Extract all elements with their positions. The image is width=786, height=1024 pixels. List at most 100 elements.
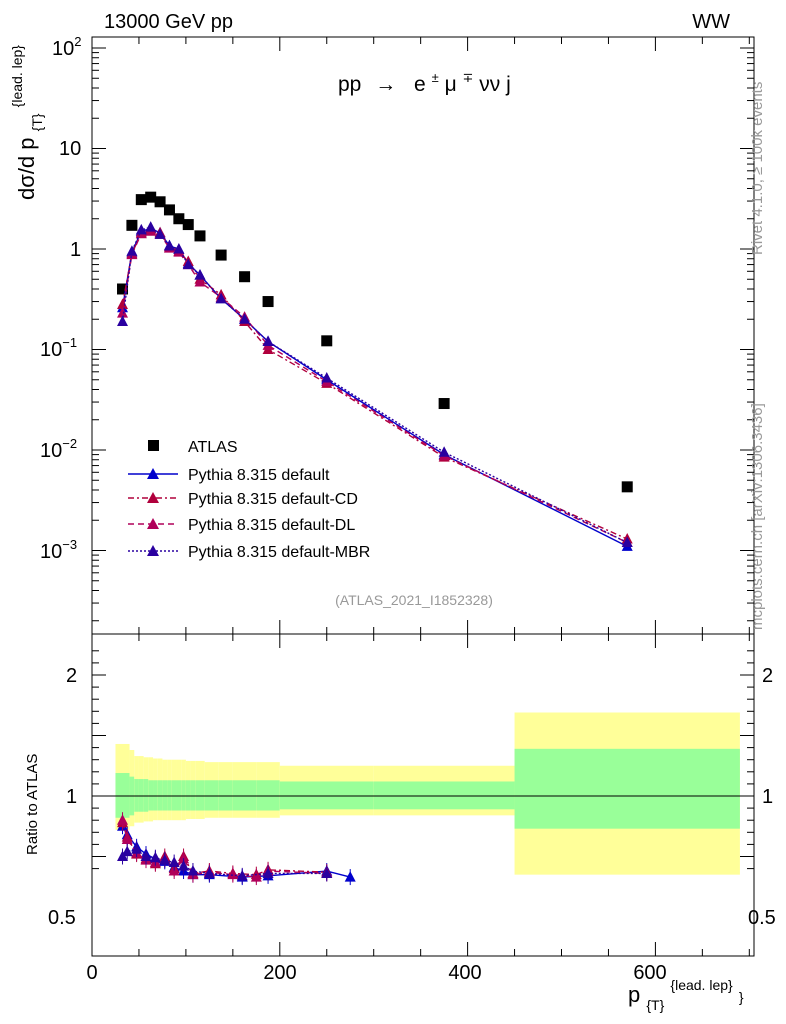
- analysis-label: (ATLAS_2021_I1852328): [335, 592, 493, 608]
- band-inner-18: [232, 780, 257, 811]
- ratio-marker-2-7: [178, 852, 190, 864]
- tick-label-1em3: 10−3: [40, 537, 77, 563]
- atlas-point-13: [438, 398, 450, 410]
- ratio-tick-05-right: 0.5: [748, 907, 776, 929]
- main-y-sub: {T}: [29, 113, 45, 131]
- atlas-point-3: [145, 191, 157, 203]
- legend-mbr-marker: [147, 545, 159, 556]
- legend-default-label: Pythia 8.315 default: [188, 467, 330, 484]
- tick-label-1: 1: [70, 239, 81, 261]
- atlas-point-8: [194, 230, 206, 242]
- ratio-marker-3-3: [140, 850, 152, 861]
- band-inner-15: [195, 780, 205, 811]
- ratio-tick-1-left: 1: [66, 786, 77, 808]
- main-marker-4-0: [117, 315, 129, 326]
- x-axis-title: p {T} {lead. lep} }: [628, 970, 744, 1015]
- main-y-tick-labels: 102 10 1 10−1 10−2 10−3: [40, 34, 81, 563]
- title-mp: ∓: [463, 70, 474, 85]
- title-arrow: →: [375, 73, 396, 96]
- main-marker-4-14: [621, 536, 633, 548]
- x-tick-600: 600: [633, 962, 666, 984]
- x-title-base: p: [628, 982, 640, 1007]
- main-marker-4-7: [182, 258, 194, 270]
- ratio-clipped: [117, 812, 356, 886]
- main-y-base: dσ/d p: [14, 137, 39, 200]
- main-marker-4-12: [321, 372, 333, 383]
- ratio-marker-2-11: [250, 871, 262, 882]
- ratio-tick-1-right: 1: [762, 786, 773, 808]
- legend-dl-label: Pythia 8.315 default-DL: [188, 517, 355, 534]
- legend-atlas-label: ATLAS: [188, 439, 238, 456]
- ratio-marker-3-12: [321, 867, 333, 878]
- main-marker-4-3: [145, 221, 157, 232]
- legend: ATLAS Pythia 8.315 default Pythia 8.315 …: [128, 439, 370, 561]
- band-inner-19: [256, 780, 280, 811]
- band-inner-0: [115, 773, 130, 818]
- legend-mbr-label: Pythia 8.315 default-MBR: [188, 544, 370, 561]
- axis-ticks: [91, 37, 754, 956]
- title-pm: ±: [432, 70, 439, 85]
- main-marker-4-4: [154, 228, 166, 239]
- band-inner-5: [148, 780, 154, 811]
- x-tick-labels: 0 200 400 600: [86, 962, 666, 984]
- band-inner-13: [185, 780, 191, 811]
- band-inner-21: [373, 781, 515, 810]
- ratio-marker-3-1: [121, 845, 133, 857]
- atlas-point-14: [621, 481, 633, 493]
- ratio-marker-3-8: [187, 865, 199, 876]
- ratio-series-layer: [117, 812, 356, 886]
- band-inner-20: [279, 781, 374, 810]
- atlas-point-0: [117, 283, 129, 295]
- band-inner-16: [204, 780, 219, 811]
- main-marker-3-8: [194, 275, 206, 287]
- atlas-point-11: [262, 296, 274, 308]
- ratio-plot-frame: [91, 633, 755, 957]
- x-title-close: }: [739, 989, 744, 1005]
- atlas-point-4: [154, 196, 166, 208]
- title-mu: μ: [445, 73, 457, 96]
- ratio-uncertainty-bands: [115, 712, 740, 875]
- band-inner-7: [157, 780, 163, 811]
- ratio-marker-3-7: [178, 860, 190, 871]
- legend-dl-marker: [147, 518, 159, 529]
- band-inner-17: [218, 780, 233, 811]
- atlas-point-6: [173, 213, 185, 225]
- x-title-sub: {T}: [646, 997, 664, 1013]
- ratio-marker-3-5: [159, 854, 171, 865]
- ratio-marker-2-0: [117, 814, 129, 825]
- band-inner-2: [134, 779, 139, 812]
- ratio-marker-3-4: [149, 851, 161, 863]
- rivet-label: Rivet 4.1.0, ≥ 100k events: [749, 82, 766, 255]
- energy-label: 13000 GeV pp: [104, 11, 233, 33]
- x-tick-0: 0: [86, 962, 97, 984]
- main-y-axis-title: dσ/d p {T} {lead. lep}: [9, 45, 47, 200]
- x-tick-400: 400: [448, 962, 481, 984]
- ratio-tick-05-left: 0.5: [48, 907, 76, 929]
- main-marker-4-11: [262, 335, 274, 347]
- main-marker-4-5: [163, 240, 175, 251]
- band-inner-12: [181, 780, 186, 811]
- tick-label-1em2: 10−2: [40, 436, 77, 462]
- ratio-tick-2-left: 2: [66, 665, 77, 687]
- title-pp: pp: [338, 73, 361, 96]
- band-inner-10: [171, 780, 177, 811]
- band-inner-4: [143, 779, 149, 812]
- atlas-point-5: [163, 204, 175, 216]
- x-tick-200: 200: [263, 962, 296, 984]
- ratio-marker-2-1: [121, 833, 133, 845]
- main-series-layer: [117, 191, 633, 551]
- tick-label-10: 10: [59, 138, 81, 160]
- x-title-sup: {lead. lep}: [670, 977, 733, 993]
- ratio-marker-3-11: [262, 867, 274, 878]
- plot-title: pp → e ± μ ∓ νν j: [338, 64, 511, 96]
- ratio-line-2: [121, 820, 327, 878]
- main-marker-4-10: [239, 313, 251, 324]
- main-marker-4-2: [135, 223, 147, 235]
- band-inner-14: [190, 780, 196, 811]
- svg-text:dσ/d p {T} {lead.: dσ/d p {T} {lead. lep}: [9, 45, 47, 200]
- mcplots-label: mcplots.cern.ch [arXiv:1306.3436]: [749, 403, 766, 630]
- legend-cd-label: Pythia 8.315 default-CD: [188, 491, 358, 508]
- main-y-sup: {lead. lep}: [9, 45, 25, 108]
- title-e: e: [414, 73, 426, 96]
